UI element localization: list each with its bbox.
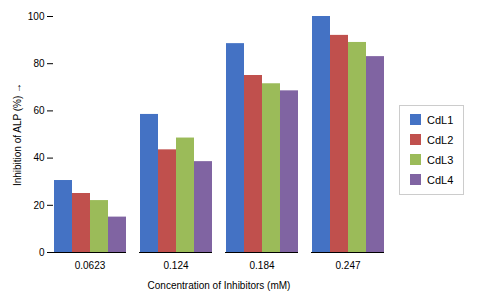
- svg-text:20: 20: [33, 199, 45, 210]
- svg-text:0.124: 0.124: [163, 259, 188, 270]
- svg-text:100: 100: [28, 10, 45, 21]
- svg-text:80: 80: [33, 57, 45, 68]
- svg-text:Inhibition of ALP (%) →: Inhibition of ALP (%) →: [12, 82, 23, 185]
- html-text:CdL2: CdL2: [427, 133, 454, 146]
- svg-text:40: 40: [33, 152, 45, 163]
- svg-text:0.0623: 0.0623: [75, 259, 106, 270]
- svg-text:60: 60: [33, 105, 45, 116]
- html-text:CdL1: CdL1: [427, 113, 454, 126]
- svg-text:Concentration of Inhibitors (m: Concentration of Inhibitors (mM): [148, 279, 291, 290]
- svg-text:0.247: 0.247: [335, 259, 360, 270]
- html-text:CdL3: CdL3: [427, 153, 454, 166]
- svg-text:0.184: 0.184: [249, 259, 274, 270]
- svg-text:0: 0: [39, 246, 45, 257]
- html-text:CdL4: CdL4: [427, 173, 454, 186]
